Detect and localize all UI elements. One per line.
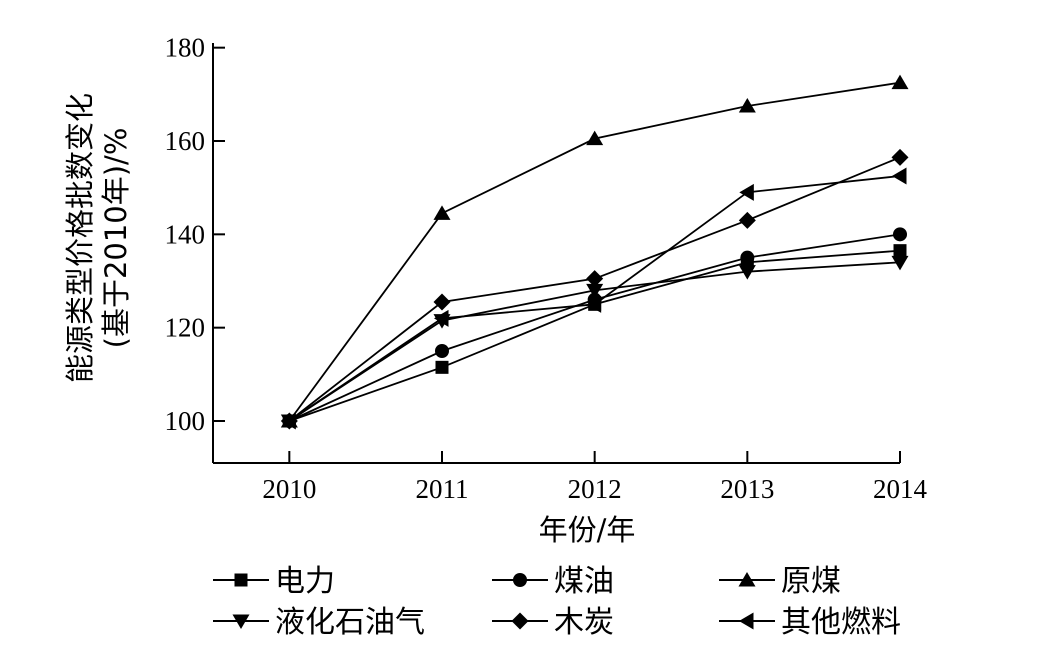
series-5 xyxy=(280,148,909,430)
series-6 xyxy=(281,167,907,430)
data-point xyxy=(893,227,907,242)
data-point xyxy=(739,183,754,201)
data-point xyxy=(435,344,449,358)
x-tick-label: 2013 xyxy=(720,474,774,504)
data-point xyxy=(586,270,604,288)
data-point xyxy=(893,244,907,258)
legend-label: 原煤 xyxy=(781,564,841,599)
data-point xyxy=(281,412,296,430)
data-point xyxy=(738,265,756,280)
x-axis-title: 年份/年 xyxy=(539,513,636,547)
legend-item: 其他燃料 xyxy=(719,605,901,640)
data-point xyxy=(586,130,604,146)
data-point xyxy=(891,74,909,90)
y-tick-label: 100 xyxy=(165,406,206,436)
y-axis-title-line2: (基于2010年)/% xyxy=(99,128,133,349)
legend-marker xyxy=(738,572,756,587)
legend-item: 煤油 xyxy=(492,564,614,599)
series-layer xyxy=(280,74,909,430)
legend-item: 原煤 xyxy=(719,564,841,599)
legend-label: 其他燃料 xyxy=(781,605,901,640)
data-point xyxy=(586,295,602,313)
chart-axes xyxy=(212,43,900,464)
data-point xyxy=(738,98,756,113)
data-point xyxy=(892,167,907,185)
y-axis-title-line1: 能源类型价格批数变化 xyxy=(63,93,97,383)
legend-label: 电力 xyxy=(275,564,335,599)
x-tick-label: 2014 xyxy=(873,474,928,504)
y-tick-label: 140 xyxy=(165,219,206,249)
series-line xyxy=(288,233,901,422)
legend-marker xyxy=(739,612,754,630)
legend-marker xyxy=(511,612,529,630)
legend-label: 煤油 xyxy=(554,564,614,599)
legend-item: 电力 xyxy=(213,564,335,599)
data-point xyxy=(433,293,451,311)
x-tick-label: 2010 xyxy=(262,474,316,504)
legend-marker xyxy=(234,573,248,587)
legend-marker xyxy=(513,573,527,587)
x-tick-label: 2011 xyxy=(416,474,469,504)
legend-item: 木炭 xyxy=(492,605,614,640)
legend-label: 液化石油气 xyxy=(275,605,425,640)
legend-label: 木炭 xyxy=(554,605,614,640)
legend-item: 液化石油气 xyxy=(213,605,425,640)
y-tick-label: 180 xyxy=(165,33,206,63)
y-axis-title: 能源类型价格批数变化 (基于2010年)/% xyxy=(63,93,133,383)
data-point xyxy=(738,211,756,229)
data-point xyxy=(891,255,909,271)
data-point xyxy=(891,148,909,166)
data-point xyxy=(435,360,449,374)
data-point xyxy=(586,283,604,299)
x-tick-label: 2012 xyxy=(568,474,622,504)
legend-marker xyxy=(232,614,250,629)
data-point xyxy=(740,250,755,265)
y-tick-label: 160 xyxy=(165,126,206,156)
y-tick-label: 120 xyxy=(165,313,206,343)
data-point xyxy=(433,205,451,220)
y-ticks: 100 120 140 160 180 xyxy=(165,33,225,436)
x-ticks: 2010 2011 2012 2013 2014 xyxy=(262,451,928,504)
data-point xyxy=(434,309,449,327)
series-3 xyxy=(280,74,909,428)
